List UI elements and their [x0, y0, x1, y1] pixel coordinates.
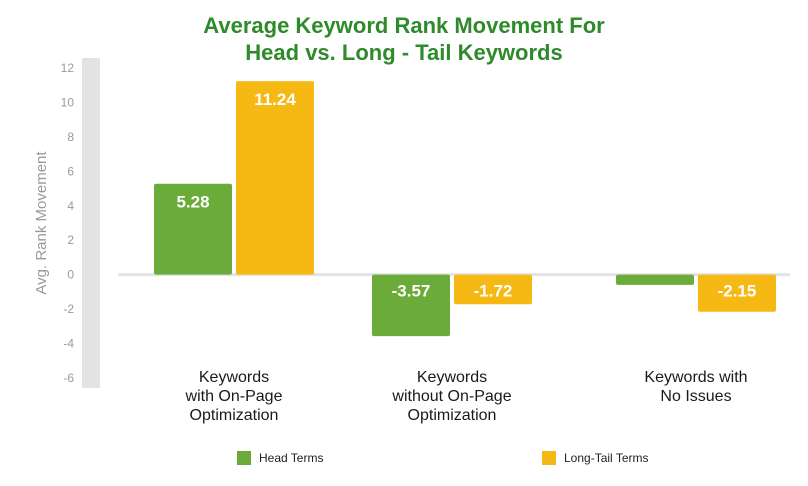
- y-tick-label: 10: [61, 95, 75, 109]
- bar-value-label: -2.15: [718, 282, 757, 301]
- bar-longtail-0: [236, 81, 314, 275]
- legend-swatch-head: [237, 451, 251, 465]
- y-axis-panel: [82, 58, 100, 388]
- legend-swatch-longtail: [542, 451, 556, 465]
- bar-head-0: [154, 183, 232, 275]
- bar-value-label: 5.28: [176, 193, 209, 212]
- category-label-2-line-1: No Issues: [660, 388, 731, 405]
- category-label-2-line-0: Keywords with: [644, 369, 747, 386]
- chart-title-line-1: Average Keyword Rank Movement For: [203, 13, 605, 38]
- category-label-1-line-0: Keywords: [417, 369, 487, 386]
- legend-label-head: Head Terms: [259, 451, 324, 465]
- y-tick-label: 8: [67, 130, 74, 144]
- y-tick-label: 2: [67, 233, 74, 247]
- bar-value-label: -3.57: [392, 282, 431, 301]
- category-label-0-line-1: with On-Page: [185, 388, 283, 405]
- y-tick-label: 0: [67, 268, 74, 282]
- category-label-1-line-1: without On-Page: [391, 388, 511, 405]
- bar-longtail-1: [454, 274, 532, 305]
- chart-title-line-2: Head vs. Long - Tail Keywords: [245, 40, 563, 65]
- bar-value-label: -1.72: [474, 282, 513, 301]
- y-tick-label: 12: [61, 61, 75, 75]
- legend-item-head: Head Terms: [237, 448, 323, 468]
- legend-item-longtail: Long-Tail Terms: [542, 448, 648, 468]
- y-tick-label: 4: [67, 199, 74, 213]
- bar-value-label: -0.59: [636, 282, 675, 301]
- y-tick-label: -4: [63, 337, 74, 351]
- bar-head-1: [372, 274, 450, 337]
- category-label-1-line-2: Optimization: [408, 407, 497, 424]
- y-axis-label: Avg. Rank Movement: [33, 151, 50, 295]
- legend-label-longtail: Long-Tail Terms: [564, 451, 649, 465]
- bar-head-2: [616, 274, 694, 285]
- y-tick-label: -2: [63, 302, 74, 316]
- y-tick-label: -6: [63, 371, 74, 385]
- category-label-0-line-2: Optimization: [190, 407, 279, 424]
- category-label-0-line-0: Keywords: [199, 369, 269, 386]
- bar-longtail-2: [698, 274, 776, 312]
- y-tick-label: 6: [67, 164, 74, 178]
- bar-value-label: 11.24: [254, 90, 296, 109]
